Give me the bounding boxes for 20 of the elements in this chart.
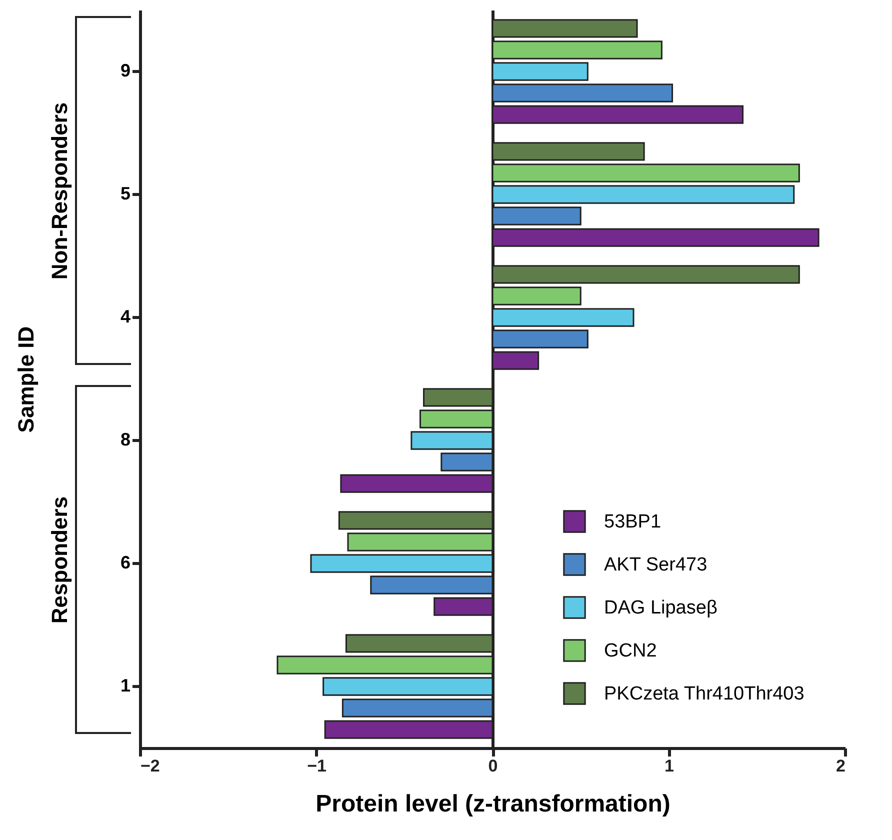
x-tick-label: 0 — [488, 756, 498, 776]
x-tick-label: −2 — [140, 756, 160, 776]
x-tick-label: 1 — [664, 756, 674, 776]
legend-label: DAG Lipaseβ — [604, 598, 718, 618]
y-tick-label: 4 — [120, 306, 130, 326]
x-tick-label: −1 — [307, 756, 326, 776]
x-tick-label: 2 — [836, 756, 846, 776]
legend-label: 53BP1 — [604, 512, 662, 532]
y-tick-label: 6 — [120, 552, 130, 572]
y-axis-title: Sample ID — [14, 326, 38, 433]
y-tick-label: 1 — [120, 676, 130, 696]
legend-label: GCN2 — [604, 640, 657, 662]
legend-label: PKCzeta Thr410Thr403 — [604, 684, 804, 704]
y-tick-label: 5 — [120, 184, 130, 204]
x-axis-title: Protein level (z-transformation) — [316, 790, 670, 818]
y-tick-label: 9 — [120, 60, 130, 80]
text: Non-Responders — [47, 102, 73, 280]
legend-label: AKT Ser473 — [604, 554, 708, 576]
text: Responders — [47, 496, 73, 624]
y-tick-label: 8 — [120, 430, 130, 450]
